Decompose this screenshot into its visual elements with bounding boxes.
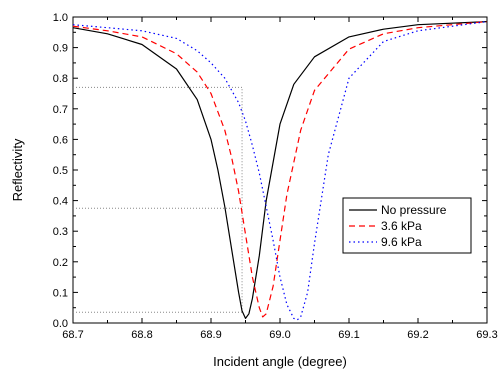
legend-label-1: No pressure	[381, 203, 447, 217]
y-tick-label: 0.0	[53, 318, 68, 330]
x-tick-label: 69.1	[338, 329, 359, 341]
y-tick-label: 0.9	[53, 43, 68, 55]
series-line-2	[72, 21, 488, 318]
y-tick-label: 0.1	[53, 287, 68, 299]
reference-lines	[73, 86, 243, 313]
y-tick-label: 0.6	[53, 134, 68, 146]
y-tick-label: 0.3	[53, 226, 68, 238]
x-tick-label: 68.9	[200, 329, 221, 341]
x-tick-label: 68.7	[62, 329, 83, 341]
y-tick-label: 0.4	[53, 196, 68, 208]
series-layer	[72, 21, 488, 321]
plot-area	[72, 16, 488, 324]
y-tick-label: 0.8	[53, 73, 68, 85]
x-axis-label: Incident angle (degree)	[213, 354, 347, 369]
y-tick-label: 1.0	[53, 12, 68, 24]
y-axis-label: Reflectivity	[10, 138, 25, 201]
series-line-1	[72, 21, 488, 319]
y-tick-label: 0.7	[53, 104, 68, 116]
x-tick-label: 68.8	[131, 329, 152, 341]
x-tick-label: 69.0	[269, 329, 290, 341]
y-tick-label: 0.2	[53, 257, 68, 269]
series-line-3	[72, 21, 488, 321]
legend: No pressure 3.6 kPa 9.6 kPa	[342, 197, 472, 254]
legend-label-3: 9.6 kPa	[381, 235, 422, 249]
x-axis: 68.7 68.8 68.9 69.0 69.1 69.2 69.3	[62, 17, 498, 341]
y-axis: 0.0 0.1 0.2 0.3 0.4 0.5 0.6 0.7 0.8 0.9 1.0	[53, 12, 487, 330]
x-tick-label: 69.2	[407, 329, 428, 341]
legend-label-2: 3.6 kPa	[381, 219, 422, 233]
plot-frame	[72, 16, 488, 324]
x-tick-label: 69.3	[476, 329, 497, 341]
y-tick-label: 0.5	[53, 165, 68, 177]
